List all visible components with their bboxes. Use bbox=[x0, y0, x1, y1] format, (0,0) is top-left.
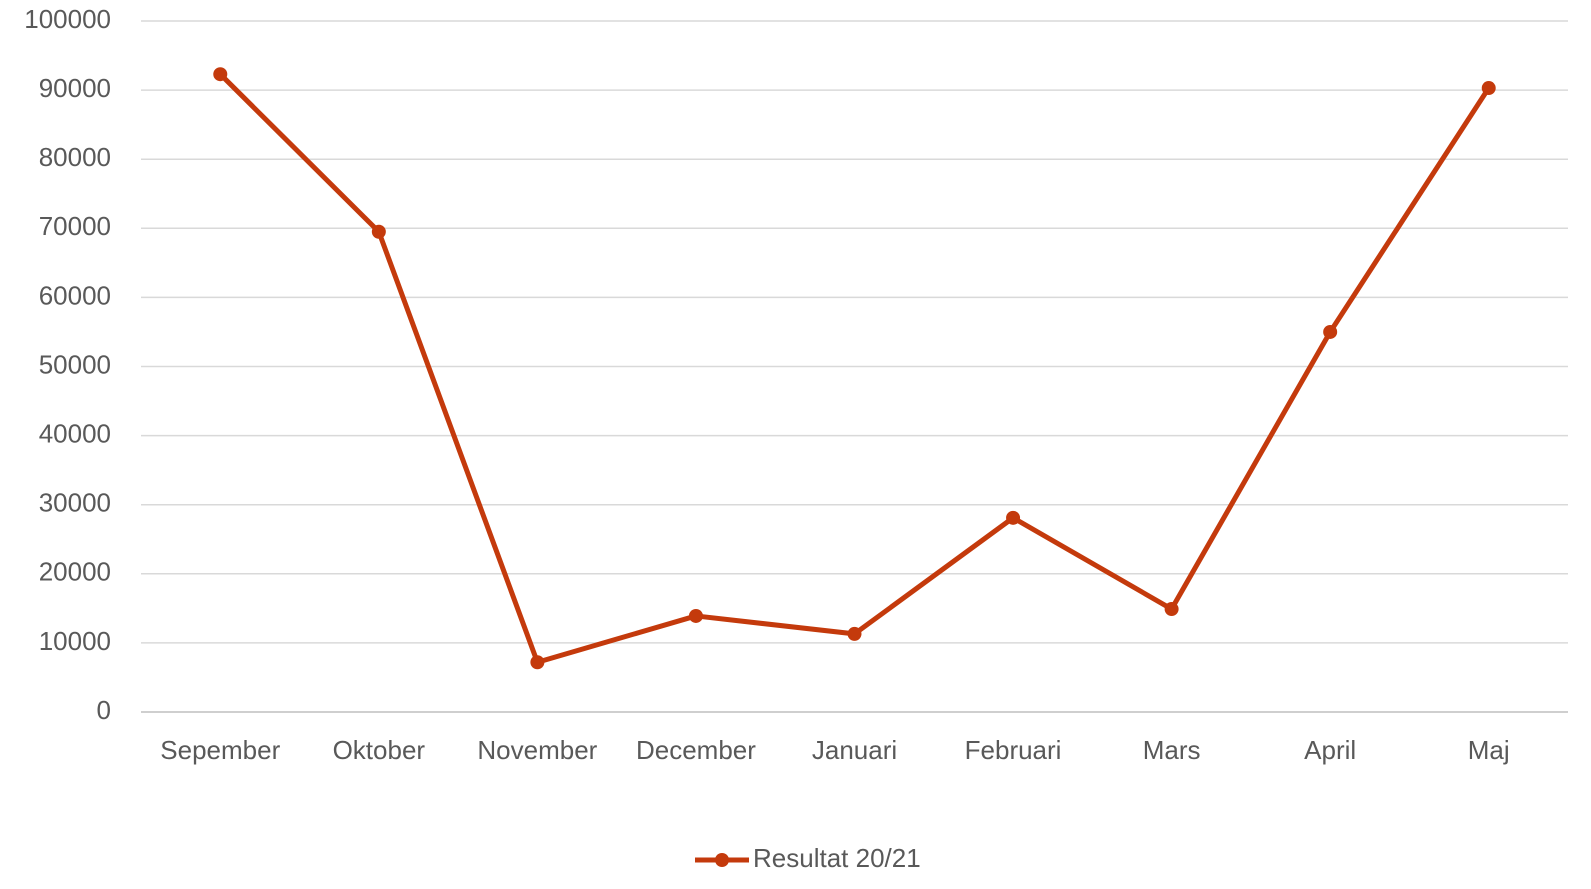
x-tick-label: Maj bbox=[1468, 735, 1510, 765]
marker bbox=[688, 608, 703, 623]
marker bbox=[1481, 81, 1496, 96]
legend-marker bbox=[715, 853, 729, 867]
y-tick-label: 70000 bbox=[39, 211, 111, 241]
y-tick-label: 100000 bbox=[24, 4, 111, 34]
x-tick-label: December bbox=[636, 735, 756, 765]
x-tick-label: April bbox=[1304, 735, 1356, 765]
marker bbox=[847, 626, 862, 641]
y-tick-label: 80000 bbox=[39, 142, 111, 172]
y-tick-label: 60000 bbox=[39, 280, 111, 310]
marker bbox=[1006, 510, 1021, 525]
y-tick-label: 10000 bbox=[39, 626, 111, 656]
marker bbox=[213, 67, 228, 82]
x-tick-label: November bbox=[477, 735, 597, 765]
x-tick-label: Mars bbox=[1143, 735, 1201, 765]
marker bbox=[371, 224, 386, 239]
x-tick-label: Oktober bbox=[333, 735, 426, 765]
y-tick-label: 40000 bbox=[39, 418, 111, 448]
marker bbox=[1323, 324, 1338, 339]
y-tick-label: 50000 bbox=[39, 349, 111, 379]
marker bbox=[1164, 602, 1179, 617]
legend-label: Resultat 20/21 bbox=[753, 843, 921, 873]
x-tick-label: Januari bbox=[812, 735, 897, 765]
y-tick-label: 30000 bbox=[39, 488, 111, 518]
y-tick-label: 20000 bbox=[39, 557, 111, 587]
y-tick-label: 0 bbox=[97, 695, 111, 725]
y-tick-label: 90000 bbox=[39, 73, 111, 103]
x-tick-label: Sepember bbox=[160, 735, 280, 765]
marker bbox=[530, 655, 545, 670]
x-tick-label: Februari bbox=[965, 735, 1062, 765]
